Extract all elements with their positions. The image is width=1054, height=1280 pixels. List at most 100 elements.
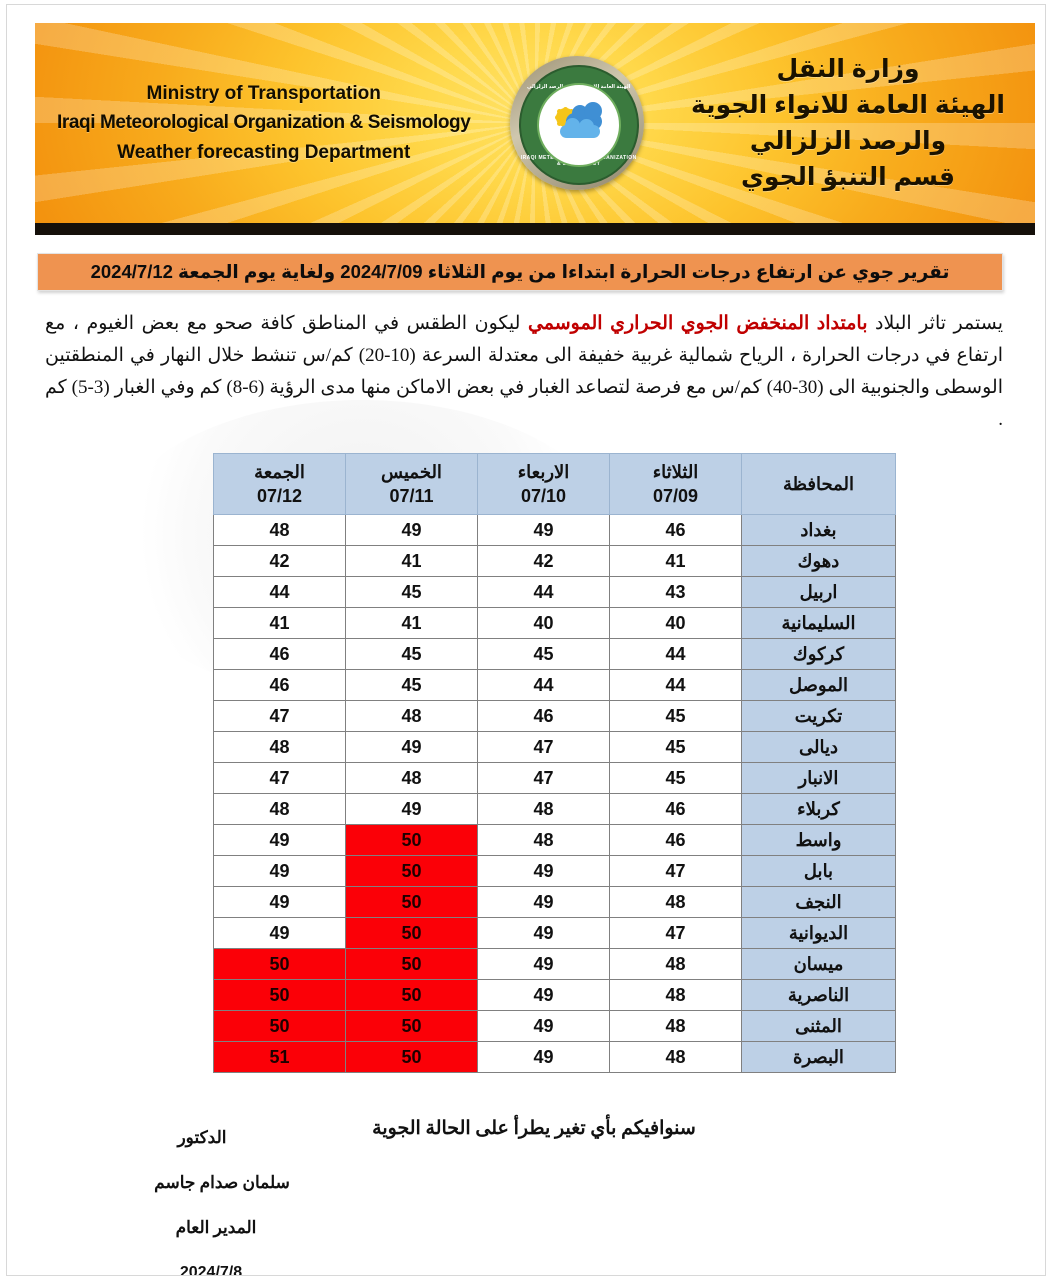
summary-segment-1: يستمر تاثر البلاد: [867, 313, 1003, 334]
temperature-cell: 42: [477, 545, 610, 577]
temperature-cell: 45: [345, 576, 478, 608]
temperature-cell: 41: [345, 607, 478, 639]
governorate-cell: كربلاء: [741, 793, 896, 825]
table-row: بغداد 46 49 49 48: [213, 514, 896, 546]
seal-center-disc: [539, 86, 614, 160]
closing-note: سنوافيكم بأي تغير يطرأ على الحالة الجوية: [372, 1118, 696, 1139]
governorate-cell: النجف: [741, 886, 896, 918]
temperature-cell: 49: [477, 979, 610, 1011]
table-row: كركوك 44 45 45 46: [213, 638, 896, 670]
governorate-cell: ميسان: [741, 948, 896, 980]
temperature-cell: 48: [609, 948, 742, 980]
temperature-cell: 50: [345, 886, 478, 918]
governorate-cell: المثنى: [741, 1010, 896, 1042]
temperature-cell: 49: [477, 917, 610, 949]
table-row: البصرة 48 49 50 51: [213, 1041, 896, 1073]
temperature-cell: 50: [345, 824, 478, 856]
table-body: بغداد 46 49 49 48 دهوك 41 42 41 42 اربيل 43 44 45 44 ال…: [213, 514, 896, 1073]
temperature-cell: 48: [609, 1041, 742, 1073]
temperature-cell: 48: [609, 1010, 742, 1042]
table-row: النجف 48 49 50 49: [213, 886, 896, 918]
governorate-cell: بابل: [741, 855, 896, 887]
table-row: اربيل 43 44 45 44: [213, 576, 896, 608]
temperature-cell: 46: [477, 700, 610, 732]
temperature-cell: 48: [345, 700, 478, 732]
temperature-cell: 44: [609, 669, 742, 701]
temperature-cell: 40: [477, 607, 610, 639]
governorate-cell: اربيل: [741, 576, 896, 608]
banner-underline-bar: [35, 223, 1035, 235]
ministry-name-arabic: وزارة النقل: [776, 54, 920, 83]
temperature-cell: 41: [213, 607, 346, 639]
column-header-day-2: الاربعاء 07/10: [477, 453, 610, 515]
governorate-cell: واسط: [741, 824, 896, 856]
temperature-forecast-table-wrapper: المحافظة الثلاثاء 07/09 الاربعاء 07/10 ا…: [213, 453, 896, 1073]
organization-seal-logo: الهيئة العامة للانواء الجوية والرصد الزل…: [492, 55, 662, 191]
temperature-cell: 47: [213, 762, 346, 794]
signature-position: المدير العام: [175, 1218, 257, 1237]
temperature-cell: 48: [609, 979, 742, 1011]
department-name-english: Weather forecasting Department: [117, 141, 411, 163]
report-title-text: تقرير جوي عن ارتفاع درجات الحرارة ابتداء…: [90, 261, 950, 282]
temperature-cell: 50: [345, 979, 478, 1011]
temperature-cell: 48: [213, 514, 346, 546]
header-day-name-4: الجمعة: [254, 461, 305, 482]
temperature-cell: 49: [477, 886, 610, 918]
temperature-cell: 47: [609, 855, 742, 887]
temperature-cell: 45: [609, 731, 742, 763]
temperature-cell: 50: [213, 1010, 346, 1042]
ministry-name-english: Ministry of Transportation: [146, 82, 381, 104]
signature-name: سلمان صدام جاسم: [154, 1173, 290, 1192]
temperature-cell: 47: [213, 700, 346, 732]
organization-name-english: Ministry of Transportation Iraqi Meteoro…: [57, 79, 471, 167]
temperature-cell: 49: [345, 514, 478, 546]
temperature-cell: 40: [609, 607, 742, 639]
header-date-1: 07/09: [652, 486, 699, 506]
authority-name-english: Iraqi Meteorological Organization & Seis…: [57, 112, 471, 134]
governorate-cell: الموصل: [741, 669, 896, 701]
temperature-cell: 48: [477, 824, 610, 856]
temperature-cell: 50: [345, 855, 478, 887]
temperature-cell: 48: [477, 793, 610, 825]
temperature-cell: 46: [213, 638, 346, 670]
table-row: ديالى 45 47 49 48: [213, 731, 896, 763]
header-day-name-1: الثلاثاء: [652, 461, 699, 482]
table-header: المحافظة الثلاثاء 07/09 الاربعاء 07/10 ا…: [213, 453, 896, 515]
temperature-cell: 49: [477, 948, 610, 980]
temperature-forecast-table: المحافظة الثلاثاء 07/09 الاربعاء 07/10 ا…: [213, 453, 896, 1073]
table-row: تكريت 45 46 48 47: [213, 700, 896, 732]
temperature-cell: 42: [213, 545, 346, 577]
report-title-bar: تقرير جوي عن ارتفاع درجات الحرارة ابتداء…: [37, 253, 1003, 291]
signature-date: 2024/7/8: [179, 1264, 243, 1276]
temperature-cell: 48: [213, 731, 346, 763]
header-date-2: 07/10: [520, 486, 567, 506]
temperature-cell: 50: [213, 979, 346, 1011]
table-header-row: المحافظة الثلاثاء 07/09 الاربعاء 07/10 ا…: [213, 453, 896, 515]
temperature-cell: 45: [609, 700, 742, 732]
masthead-banner: وزارة النقل الهيئة العامة للانواء الجوية…: [35, 23, 1035, 223]
temperature-cell: 46: [609, 824, 742, 856]
table-row: دهوك 41 42 41 42: [213, 545, 896, 577]
governorate-cell: الانبار: [741, 762, 896, 794]
temperature-cell: 48: [213, 793, 346, 825]
temperature-cell: 49: [477, 1041, 610, 1073]
temperature-cell: 49: [345, 793, 478, 825]
table-row: ميسان 48 49 50 50: [213, 948, 896, 980]
column-header-day-1: الثلاثاء 07/09: [609, 453, 742, 515]
governorate-cell: دهوك: [741, 545, 896, 577]
header-date-3: 07/11: [389, 486, 434, 506]
temperature-cell: 48: [345, 762, 478, 794]
governorate-cell: بغداد: [741, 514, 896, 546]
summary-segment-2: ليكون الطقس في المناطق كافة صحو مع بعض ا…: [45, 313, 1003, 430]
column-header-day-4: الجمعة 07/12: [213, 453, 346, 515]
temperature-cell: 50: [213, 948, 346, 980]
cloud-front-icon: [559, 118, 600, 138]
temperature-cell: 46: [213, 669, 346, 701]
temperature-cell: 50: [345, 917, 478, 949]
temperature-cell: 49: [477, 855, 610, 887]
temperature-cell: 46: [609, 793, 742, 825]
column-header-governorate: المحافظة: [741, 453, 896, 515]
temperature-cell: 49: [213, 917, 346, 949]
column-header-day-3: الخميس 07/11: [345, 453, 478, 515]
table-row: الموصل 44 44 45 46: [213, 669, 896, 701]
